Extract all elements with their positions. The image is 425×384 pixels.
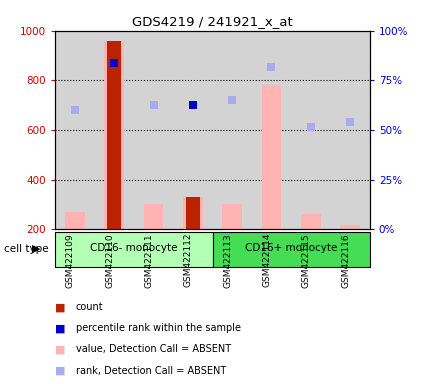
Bar bbox=[212, 232, 370, 267]
Bar bbox=[291, 31, 331, 229]
Bar bbox=[222, 204, 242, 229]
Bar bbox=[173, 31, 212, 229]
Bar bbox=[183, 197, 203, 229]
Text: cell type: cell type bbox=[4, 244, 49, 254]
Bar bbox=[144, 204, 163, 229]
Bar bbox=[331, 31, 370, 229]
Bar bbox=[186, 197, 200, 229]
Bar bbox=[134, 31, 173, 229]
Bar bbox=[105, 41, 124, 229]
Text: GSM422109: GSM422109 bbox=[66, 233, 75, 288]
Bar bbox=[252, 31, 291, 229]
Bar bbox=[94, 31, 134, 229]
Text: GSM422114: GSM422114 bbox=[263, 233, 272, 288]
Text: value, Detection Call = ABSENT: value, Detection Call = ABSENT bbox=[76, 344, 231, 354]
Text: ■: ■ bbox=[55, 366, 66, 376]
Bar bbox=[262, 85, 281, 229]
Text: CD16+ monocyte: CD16+ monocyte bbox=[245, 243, 337, 253]
Text: GSM422110: GSM422110 bbox=[105, 233, 114, 288]
Text: GSM422111: GSM422111 bbox=[144, 233, 153, 288]
Text: CD16- monocyte: CD16- monocyte bbox=[90, 243, 178, 253]
Text: GSM422116: GSM422116 bbox=[341, 233, 350, 288]
Text: ■: ■ bbox=[55, 344, 66, 354]
Text: percentile rank within the sample: percentile rank within the sample bbox=[76, 323, 241, 333]
Text: ▶: ▶ bbox=[32, 244, 40, 254]
Text: GSM422115: GSM422115 bbox=[302, 233, 311, 288]
Text: GSM422112: GSM422112 bbox=[184, 233, 193, 288]
Bar bbox=[340, 225, 360, 229]
Text: count: count bbox=[76, 302, 103, 312]
Bar bbox=[55, 31, 94, 229]
Bar bbox=[212, 31, 252, 229]
Text: GSM422113: GSM422113 bbox=[223, 233, 232, 288]
Text: ■: ■ bbox=[55, 323, 66, 333]
Bar bbox=[301, 214, 320, 229]
Bar bbox=[108, 41, 121, 229]
Text: ■: ■ bbox=[55, 302, 66, 312]
Text: rank, Detection Call = ABSENT: rank, Detection Call = ABSENT bbox=[76, 366, 226, 376]
Title: GDS4219 / 241921_x_at: GDS4219 / 241921_x_at bbox=[132, 15, 293, 28]
Bar bbox=[55, 232, 212, 267]
Bar bbox=[65, 212, 85, 229]
